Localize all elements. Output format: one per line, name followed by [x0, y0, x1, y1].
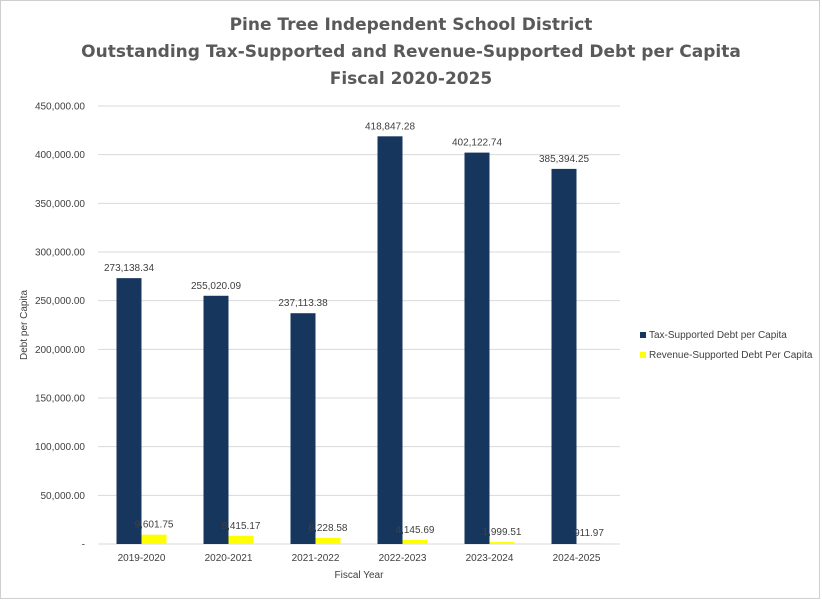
data-label-tax-3: 418,847.28: [365, 121, 415, 132]
data-label-tax-1: 255,020.09: [191, 281, 241, 292]
bar-tax-2: [290, 313, 316, 544]
data-label-revenue-0: 9,601.75: [135, 520, 174, 531]
bar-revenue-2: [315, 537, 341, 544]
data-label-tax-0: 273,138.34: [104, 263, 154, 274]
bar-revenue-5: [576, 543, 602, 544]
x-tick-label-4: 2023-2024: [466, 553, 514, 564]
y-tick-label-6: 300,000.00: [35, 248, 85, 259]
y-tick-label-4: 200,000.00: [35, 345, 85, 356]
y-tick-label-5: 250,000.00: [35, 296, 85, 307]
y-tick-label-2: 100,000.00: [35, 442, 85, 453]
bar-revenue-3: [402, 539, 428, 544]
legend-item-tax: Tax-Supported Debt per Capita: [640, 330, 787, 341]
data-label-revenue-2: 6,228.58: [309, 523, 348, 534]
x-tick-label-1: 2020-2021: [205, 553, 253, 564]
data-label-revenue-1: 8,415.17: [222, 521, 261, 532]
bar-tax-0: [116, 278, 142, 544]
legend-swatch-tax: [640, 332, 646, 339]
x-tick-label-3: 2022-2023: [379, 553, 427, 564]
x-tick-label-5: 2024-2025: [553, 553, 601, 564]
chart-title-line-2: Outstanding Tax-Supported and Revenue-Su…: [81, 42, 741, 62]
bar-tax-4: [464, 152, 490, 545]
x-axis-title: Fiscal Year: [335, 570, 385, 581]
legend-label-tax: Tax-Supported Debt per Capita: [649, 330, 787, 341]
chart-title-line-1: Pine Tree Independent School District: [229, 15, 593, 35]
bar-tax-3: [377, 136, 403, 545]
y-axis-title: Debt per Capita: [19, 290, 30, 360]
bar-revenue-4: [489, 542, 515, 544]
data-label-tax-2: 237,113.38: [278, 298, 328, 309]
bar-tax-5: [551, 168, 577, 544]
legend-item-revenue: Revenue-Supported Debt Per Capita: [640, 350, 812, 361]
x-tick-label-0: 2019-2020: [118, 553, 166, 564]
x-tick-label-2: 2021-2022: [292, 553, 340, 564]
legend-swatch-revenue: [640, 352, 646, 359]
legend-label-revenue: Revenue-Supported Debt Per Capita: [649, 350, 813, 361]
bar-revenue-1: [228, 535, 254, 544]
y-tick-label-8: 400,000.00: [35, 150, 85, 161]
data-label-tax-5: 385,394.25: [539, 154, 589, 165]
data-label-revenue-5: 911.97: [574, 528, 604, 539]
chart-title-line-3: Fiscal 2020-2025: [329, 69, 493, 89]
data-label-revenue-3: 4,145.69: [396, 525, 435, 536]
y-tick-label-1: 50,000.00: [41, 491, 86, 502]
bar-revenue-0: [141, 534, 167, 544]
data-label-tax-4: 402,122.74: [452, 138, 502, 149]
data-label-revenue-4: 1,999.51: [483, 527, 522, 538]
y-tick-label-9: 450,000.00: [35, 102, 85, 113]
y-tick-label-3: 150,000.00: [35, 394, 85, 405]
bar-tax-1: [203, 295, 229, 544]
y-tick-label-7: 350,000.00: [35, 199, 85, 210]
y-tick-label-0: -: [82, 540, 85, 551]
